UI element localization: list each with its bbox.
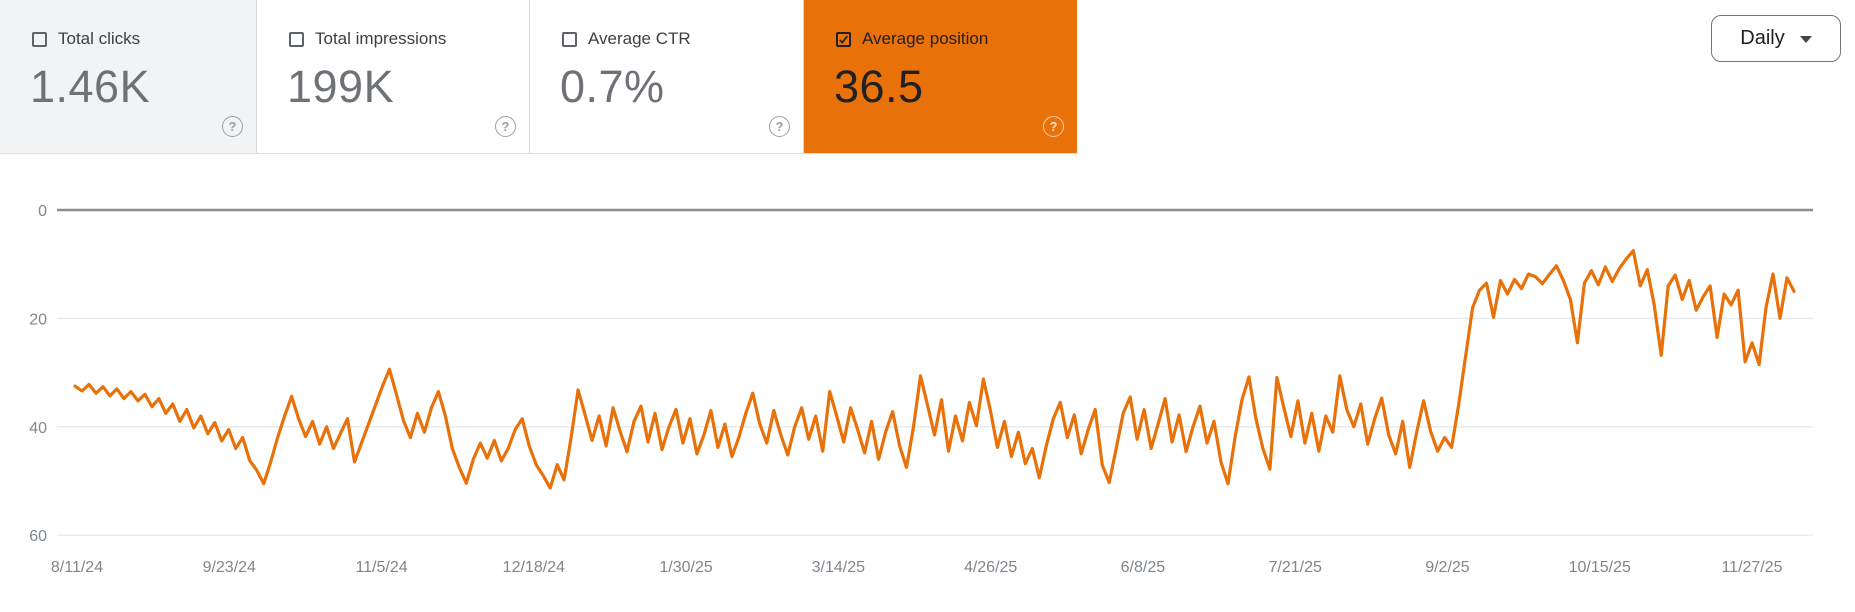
x-axis-label: 6/8/25: [1121, 559, 1166, 576]
metric-value: 1.46K: [30, 61, 151, 112]
x-axis-label: 1/30/25: [659, 559, 712, 576]
chevron-down-icon: [1799, 36, 1812, 43]
x-axis-label: 10/15/25: [1569, 559, 1631, 576]
x-axis-label: 7/21/25: [1268, 559, 1321, 576]
help-icon[interactable]: ?: [222, 116, 243, 137]
metric-label: Average position: [862, 29, 989, 48]
granularity-dropdown-label: Daily: [1740, 27, 1785, 49]
x-axis-label: 9/2/25: [1425, 559, 1470, 576]
metric-label: Total impressions: [315, 29, 447, 48]
metric-value: 0.7%: [560, 61, 665, 112]
x-axis-label: 11/27/25: [1721, 559, 1782, 576]
average-position-line: [73, 249, 1796, 490]
total-clicks-checkbox[interactable]: [32, 31, 47, 47]
x-axis-label: 9/23/24: [203, 559, 256, 576]
metric-card-average-position[interactable]: Average position 36.5 ?: [804, 0, 1077, 153]
metric-value: 199K: [287, 61, 395, 112]
metric-cards-row: Total clicks 1.46K ? Total impressions 1…: [0, 0, 1077, 154]
help-icon[interactable]: ?: [1043, 116, 1064, 137]
average-ctr-checkbox[interactable]: [562, 31, 577, 47]
x-axis-label: 4/26/25: [964, 559, 1017, 576]
y-axis-label: 0: [38, 203, 47, 220]
metric-card-average-ctr[interactable]: Average CTR 0.7% ?: [530, 0, 804, 153]
metric-label: Total clicks: [58, 29, 141, 48]
average-position-checkbox-checked[interactable]: [836, 31, 851, 47]
x-axis-label: 11/5/24: [355, 559, 407, 576]
metric-card-total-clicks[interactable]: Total clicks 1.46K ?: [0, 0, 257, 153]
checkmark-icon: [839, 35, 848, 44]
help-icon[interactable]: ?: [495, 116, 516, 137]
metric-card-total-impressions[interactable]: Total impressions 199K ?: [257, 0, 530, 153]
x-axis-label: 8/11/24: [51, 559, 103, 576]
x-axis-label: 12/18/24: [503, 559, 565, 576]
y-axis-label: 60: [29, 528, 47, 545]
x-axis-label: 3/14/25: [812, 559, 865, 576]
metric-value: 36.5: [834, 61, 924, 112]
help-icon[interactable]: ?: [769, 116, 790, 137]
metric-label: Average CTR: [588, 29, 691, 48]
y-axis-label: 20: [29, 311, 47, 328]
y-axis-label: 40: [29, 420, 47, 437]
granularity-dropdown[interactable]: Daily: [1711, 15, 1841, 62]
total-impressions-checkbox[interactable]: [289, 31, 304, 47]
